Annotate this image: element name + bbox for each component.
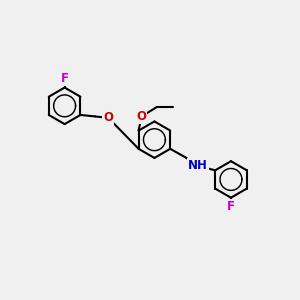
Text: F: F [227, 200, 235, 213]
Text: O: O [103, 111, 113, 124]
Text: O: O [136, 110, 147, 123]
Text: F: F [61, 72, 69, 85]
Text: NH: NH [188, 159, 208, 172]
